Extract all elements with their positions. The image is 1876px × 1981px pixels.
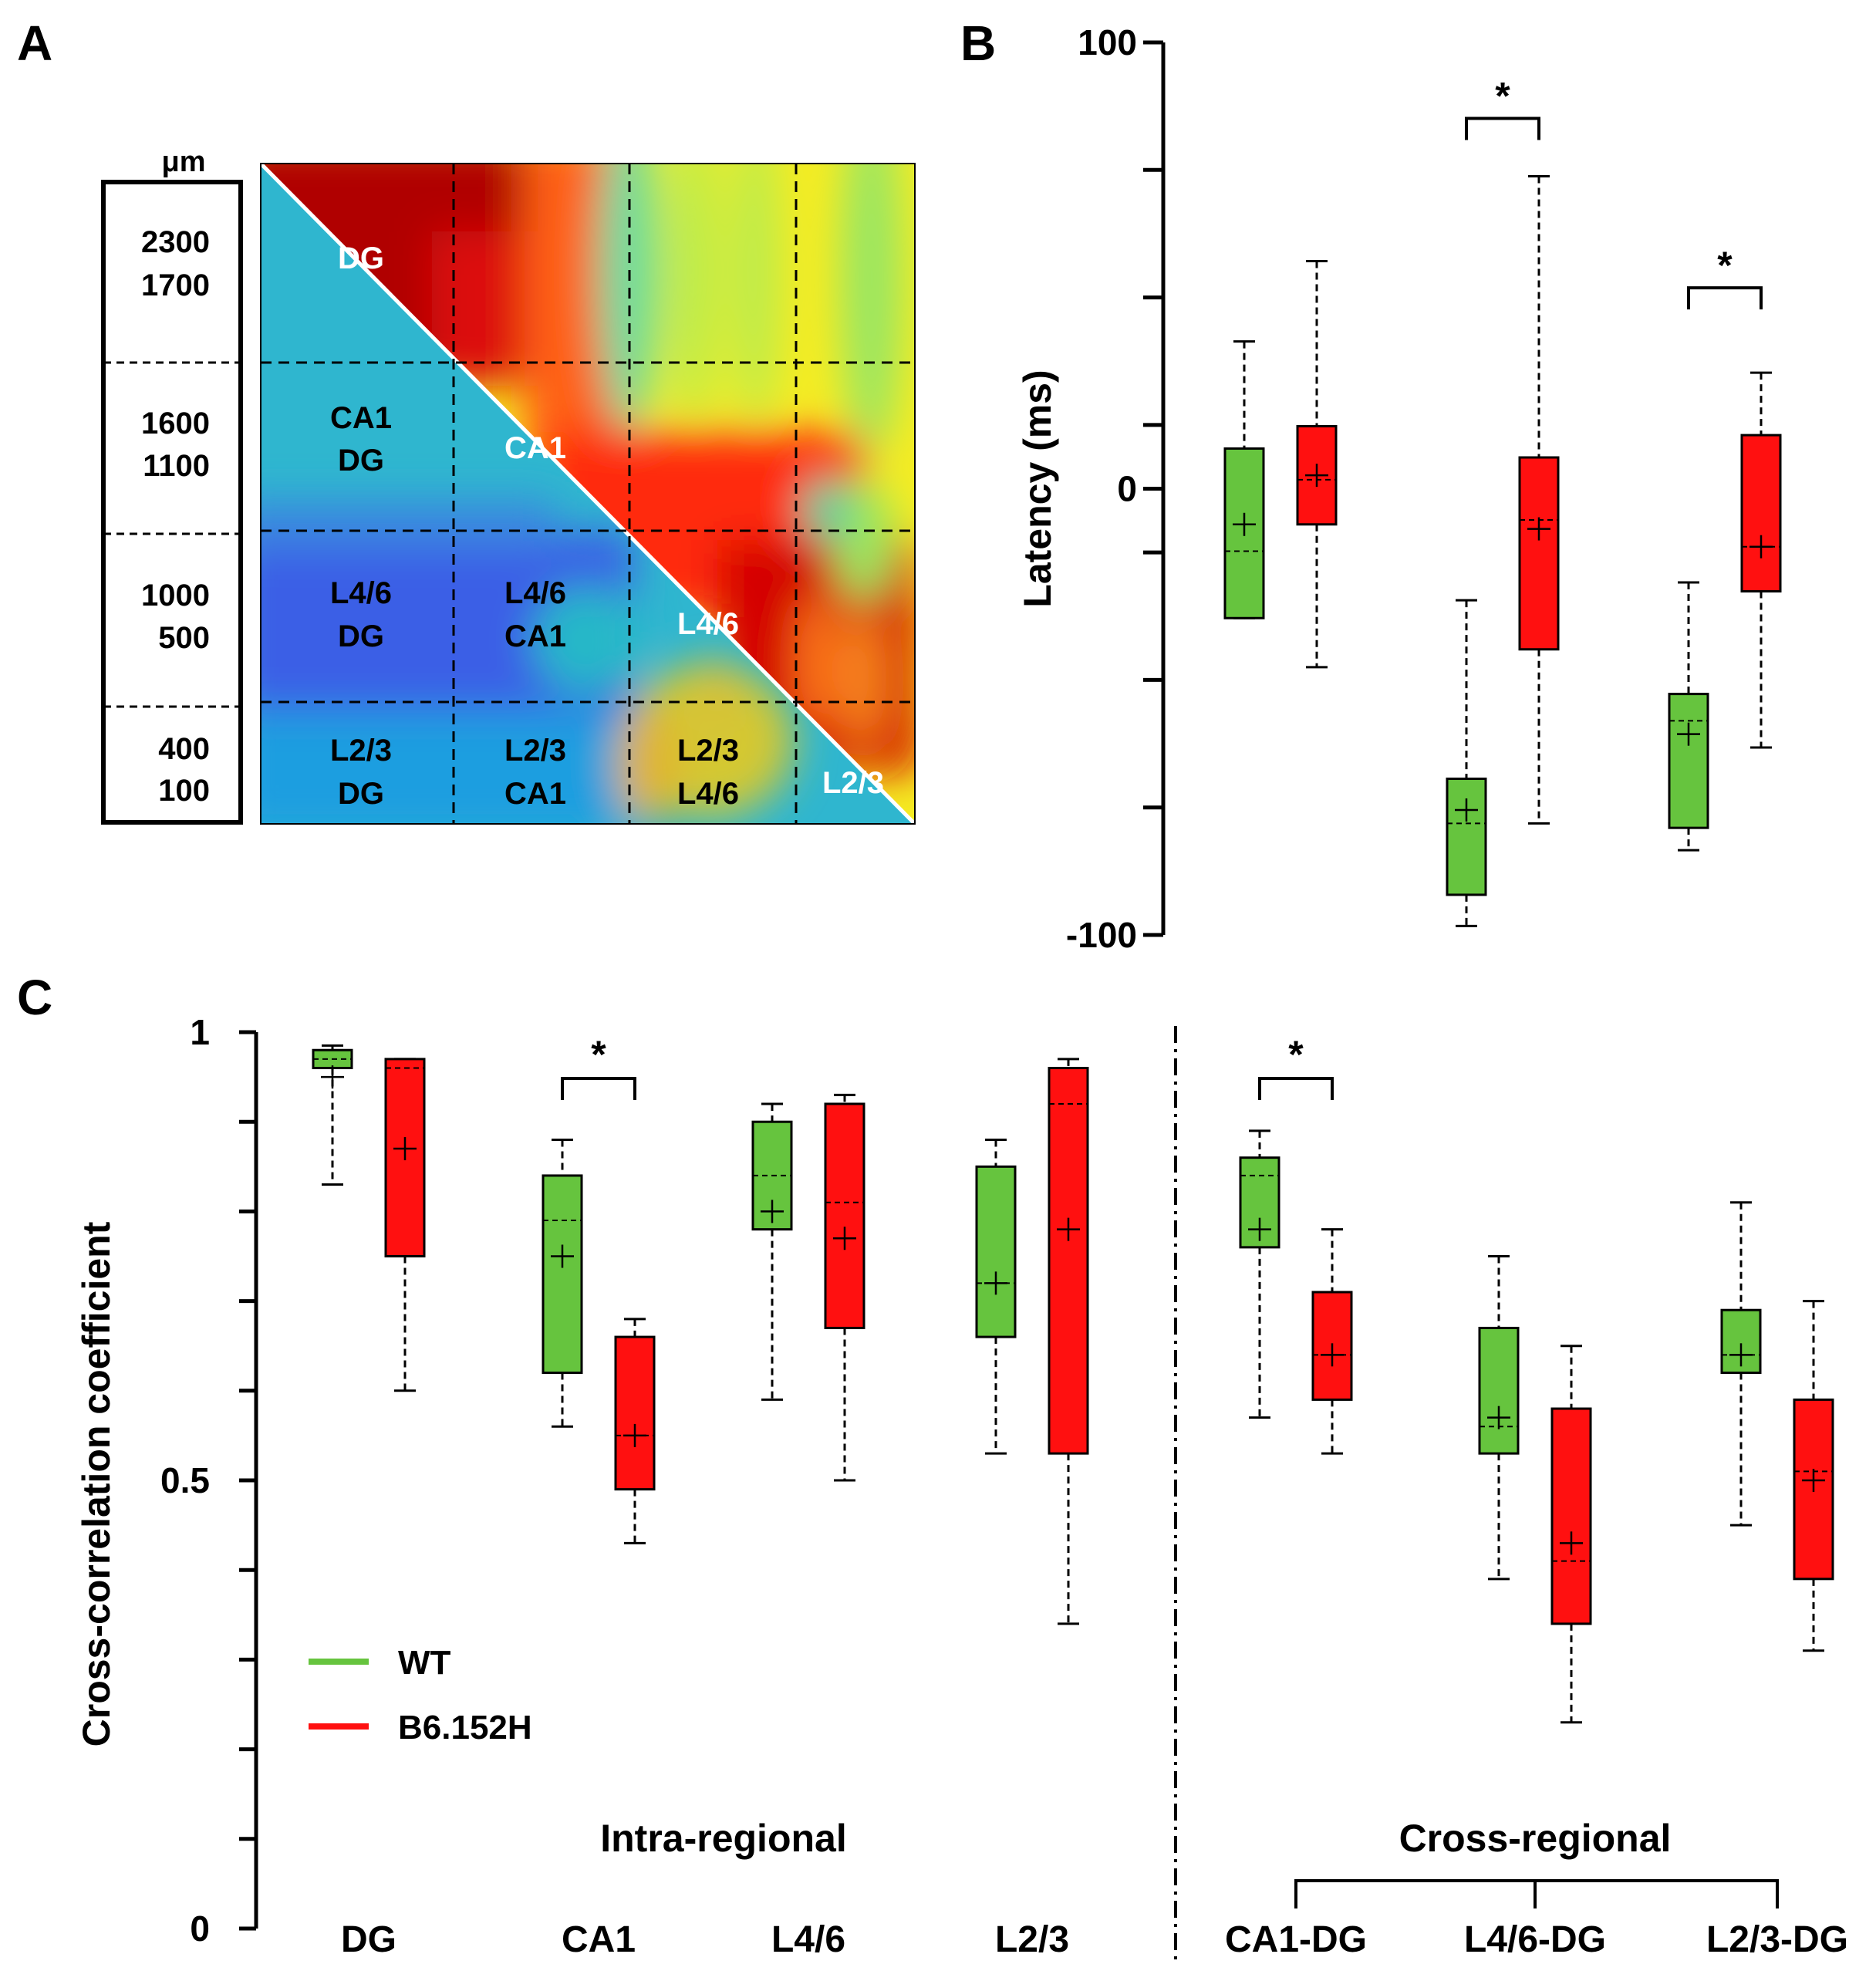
pair-label: L2/3 (677, 734, 739, 768)
latency-significance-star: * (1717, 244, 1733, 287)
correlation-box (1550, 1407, 1592, 1625)
correlation-significance-star: * (1288, 1033, 1304, 1076)
diagonal-label: DG (338, 241, 384, 275)
pair-label: L4/6 (677, 777, 739, 811)
correlation-box (542, 1174, 583, 1375)
pair-label: DG (338, 619, 384, 653)
pair-label: DG (338, 777, 384, 811)
diagonal-label: L4/6 (677, 607, 739, 641)
panel-a: μm 2300 1700 1600 1100 1000 500 400 100 (101, 146, 916, 825)
depth-unit-label: μm (161, 146, 205, 178)
correlation-y-tick-label: 1 (190, 1012, 210, 1052)
pair-label: CA1 (330, 401, 392, 435)
heatmap-border (260, 163, 916, 825)
panel-label-c: C (17, 970, 52, 1025)
latency-box (1446, 778, 1487, 896)
depth-box (101, 180, 243, 825)
depth-label: 1700 (141, 268, 210, 302)
depth-label: 2300 (141, 225, 210, 259)
pair-label: L4/6 (330, 576, 392, 610)
correlation-y-tick-label: 0 (190, 1908, 210, 1949)
latency-box (1740, 434, 1782, 593)
correlation-box (1048, 1066, 1089, 1455)
correlation-category-label: CA1 (562, 1919, 636, 1960)
correlation-category-label: L2/3 (995, 1919, 1069, 1960)
cross-regional-bracket (1294, 1879, 1779, 1908)
correlation-heatmap (261, 164, 915, 824)
correlation-box (1478, 1326, 1520, 1455)
correlation-box (975, 1165, 1017, 1338)
correlation-category-label: L4/6-DG (1464, 1919, 1606, 1960)
depth-label: 1600 (141, 407, 210, 440)
correlation-significance-bracket (561, 1077, 636, 1100)
correlation-box (614, 1335, 656, 1491)
latency-significance-bracket (1465, 116, 1540, 140)
correlation-significance-star: * (591, 1033, 606, 1076)
depth-label: 500 (158, 621, 210, 655)
depth-label: 100 (158, 774, 210, 808)
latency-y-tick-label: -100 (1066, 915, 1137, 955)
correlation-significance-bracket (1258, 1077, 1334, 1100)
latency-box (1223, 447, 1265, 619)
latency-y-tick-label: 100 (1078, 22, 1137, 62)
pair-label: DG (338, 444, 384, 478)
correlation-category-label: DG (341, 1919, 396, 1960)
diagonal-label: CA1 (504, 431, 566, 465)
depth-label: 1000 (141, 579, 210, 613)
correlation-category-label: CA1-DG (1225, 1919, 1367, 1960)
panel-label-b: B (960, 15, 996, 71)
pair-label: L4/6 (504, 576, 566, 610)
pair-label: CA1 (504, 619, 566, 653)
cross-regional-label: Cross-regional (1399, 1817, 1672, 1860)
latency-significance-bracket (1687, 286, 1763, 310)
correlation-category-label: L2/3-DG (1706, 1919, 1848, 1960)
depth-label: 1100 (143, 449, 210, 483)
latency-y-axis-label: Latency (ms) (1016, 370, 1059, 607)
latency-y-tick-label: 0 (1117, 469, 1137, 509)
correlation-y-tick-label: 0.5 (160, 1460, 210, 1500)
depth-label: 400 (158, 732, 210, 766)
latency-significance-star: * (1495, 75, 1510, 118)
pair-label: L2/3 (504, 734, 566, 768)
panel-label-a: A (17, 15, 52, 71)
latency-box (1668, 693, 1709, 829)
correlation-y-axis-label: Cross-correlation coefficient (75, 1221, 118, 1746)
correlation-box (824, 1102, 865, 1329)
latency-box (1518, 456, 1560, 651)
panel-c-correlation-chart: 1 0.5 0 Cross-correlation coefficient DG CA1 L… (75, 1012, 1848, 1963)
legend-label: WT (398, 1644, 451, 1682)
intra-regional-label: Intra-regional (600, 1817, 846, 1860)
diagonal-label: L2/3 (822, 766, 884, 800)
correlation-category-label: L4/6 (771, 1919, 845, 1960)
pair-label: L2/3 (330, 734, 392, 768)
pair-label: CA1 (504, 777, 566, 811)
panel-b-latency-chart: 100 0 -100 Latency (ms) * * (1016, 22, 1782, 955)
legend-label: B6.152H (398, 1709, 532, 1746)
